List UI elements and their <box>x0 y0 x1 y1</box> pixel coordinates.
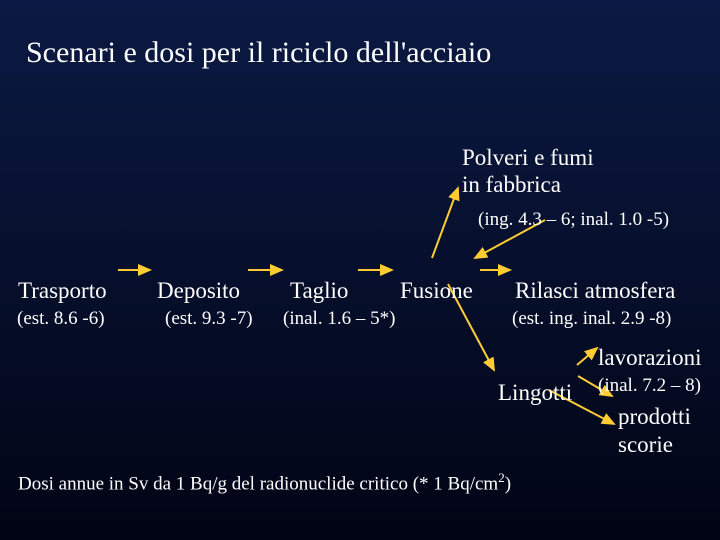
polveri-line1: Polveri e fumi <box>462 145 594 171</box>
footer-note: Dosi annue in Sv da 1 Bq/g del radionucl… <box>18 471 511 495</box>
arrow <box>577 348 597 365</box>
polveri-line2: in fabbrica <box>462 172 561 198</box>
lavorazioni-note: (inal. 7.2 – 8) <box>598 375 701 397</box>
trasporto-note: (est. 8.6 -6) <box>17 308 105 330</box>
rilasci-label: Rilasci atmosfera <box>515 278 675 304</box>
polveri-note: (ing. 4.3 – 6; inal. 1.0 -5) <box>478 209 669 231</box>
prodotti-label: prodotti <box>618 404 691 430</box>
title: Scenari e dosi per il riciclo dell'accia… <box>26 36 491 71</box>
scorie-label: scorie <box>618 432 673 458</box>
lingotti-label: Lingotti <box>498 380 572 406</box>
taglio-label: Taglio <box>290 278 348 304</box>
arrow <box>432 188 458 258</box>
deposito-label: Deposito <box>157 278 240 304</box>
rilasci-note: (est. ing. inal. 2.9 -8) <box>512 308 671 330</box>
trasporto-label: Trasporto <box>18 278 107 304</box>
deposito-note: (est. 9.3 -7) <box>165 308 253 330</box>
fusione-label: Fusione <box>400 278 473 304</box>
taglio-note: (inal. 1.6 – 5*) <box>283 308 395 330</box>
lavorazioni-label: lavorazioni <box>598 345 701 371</box>
